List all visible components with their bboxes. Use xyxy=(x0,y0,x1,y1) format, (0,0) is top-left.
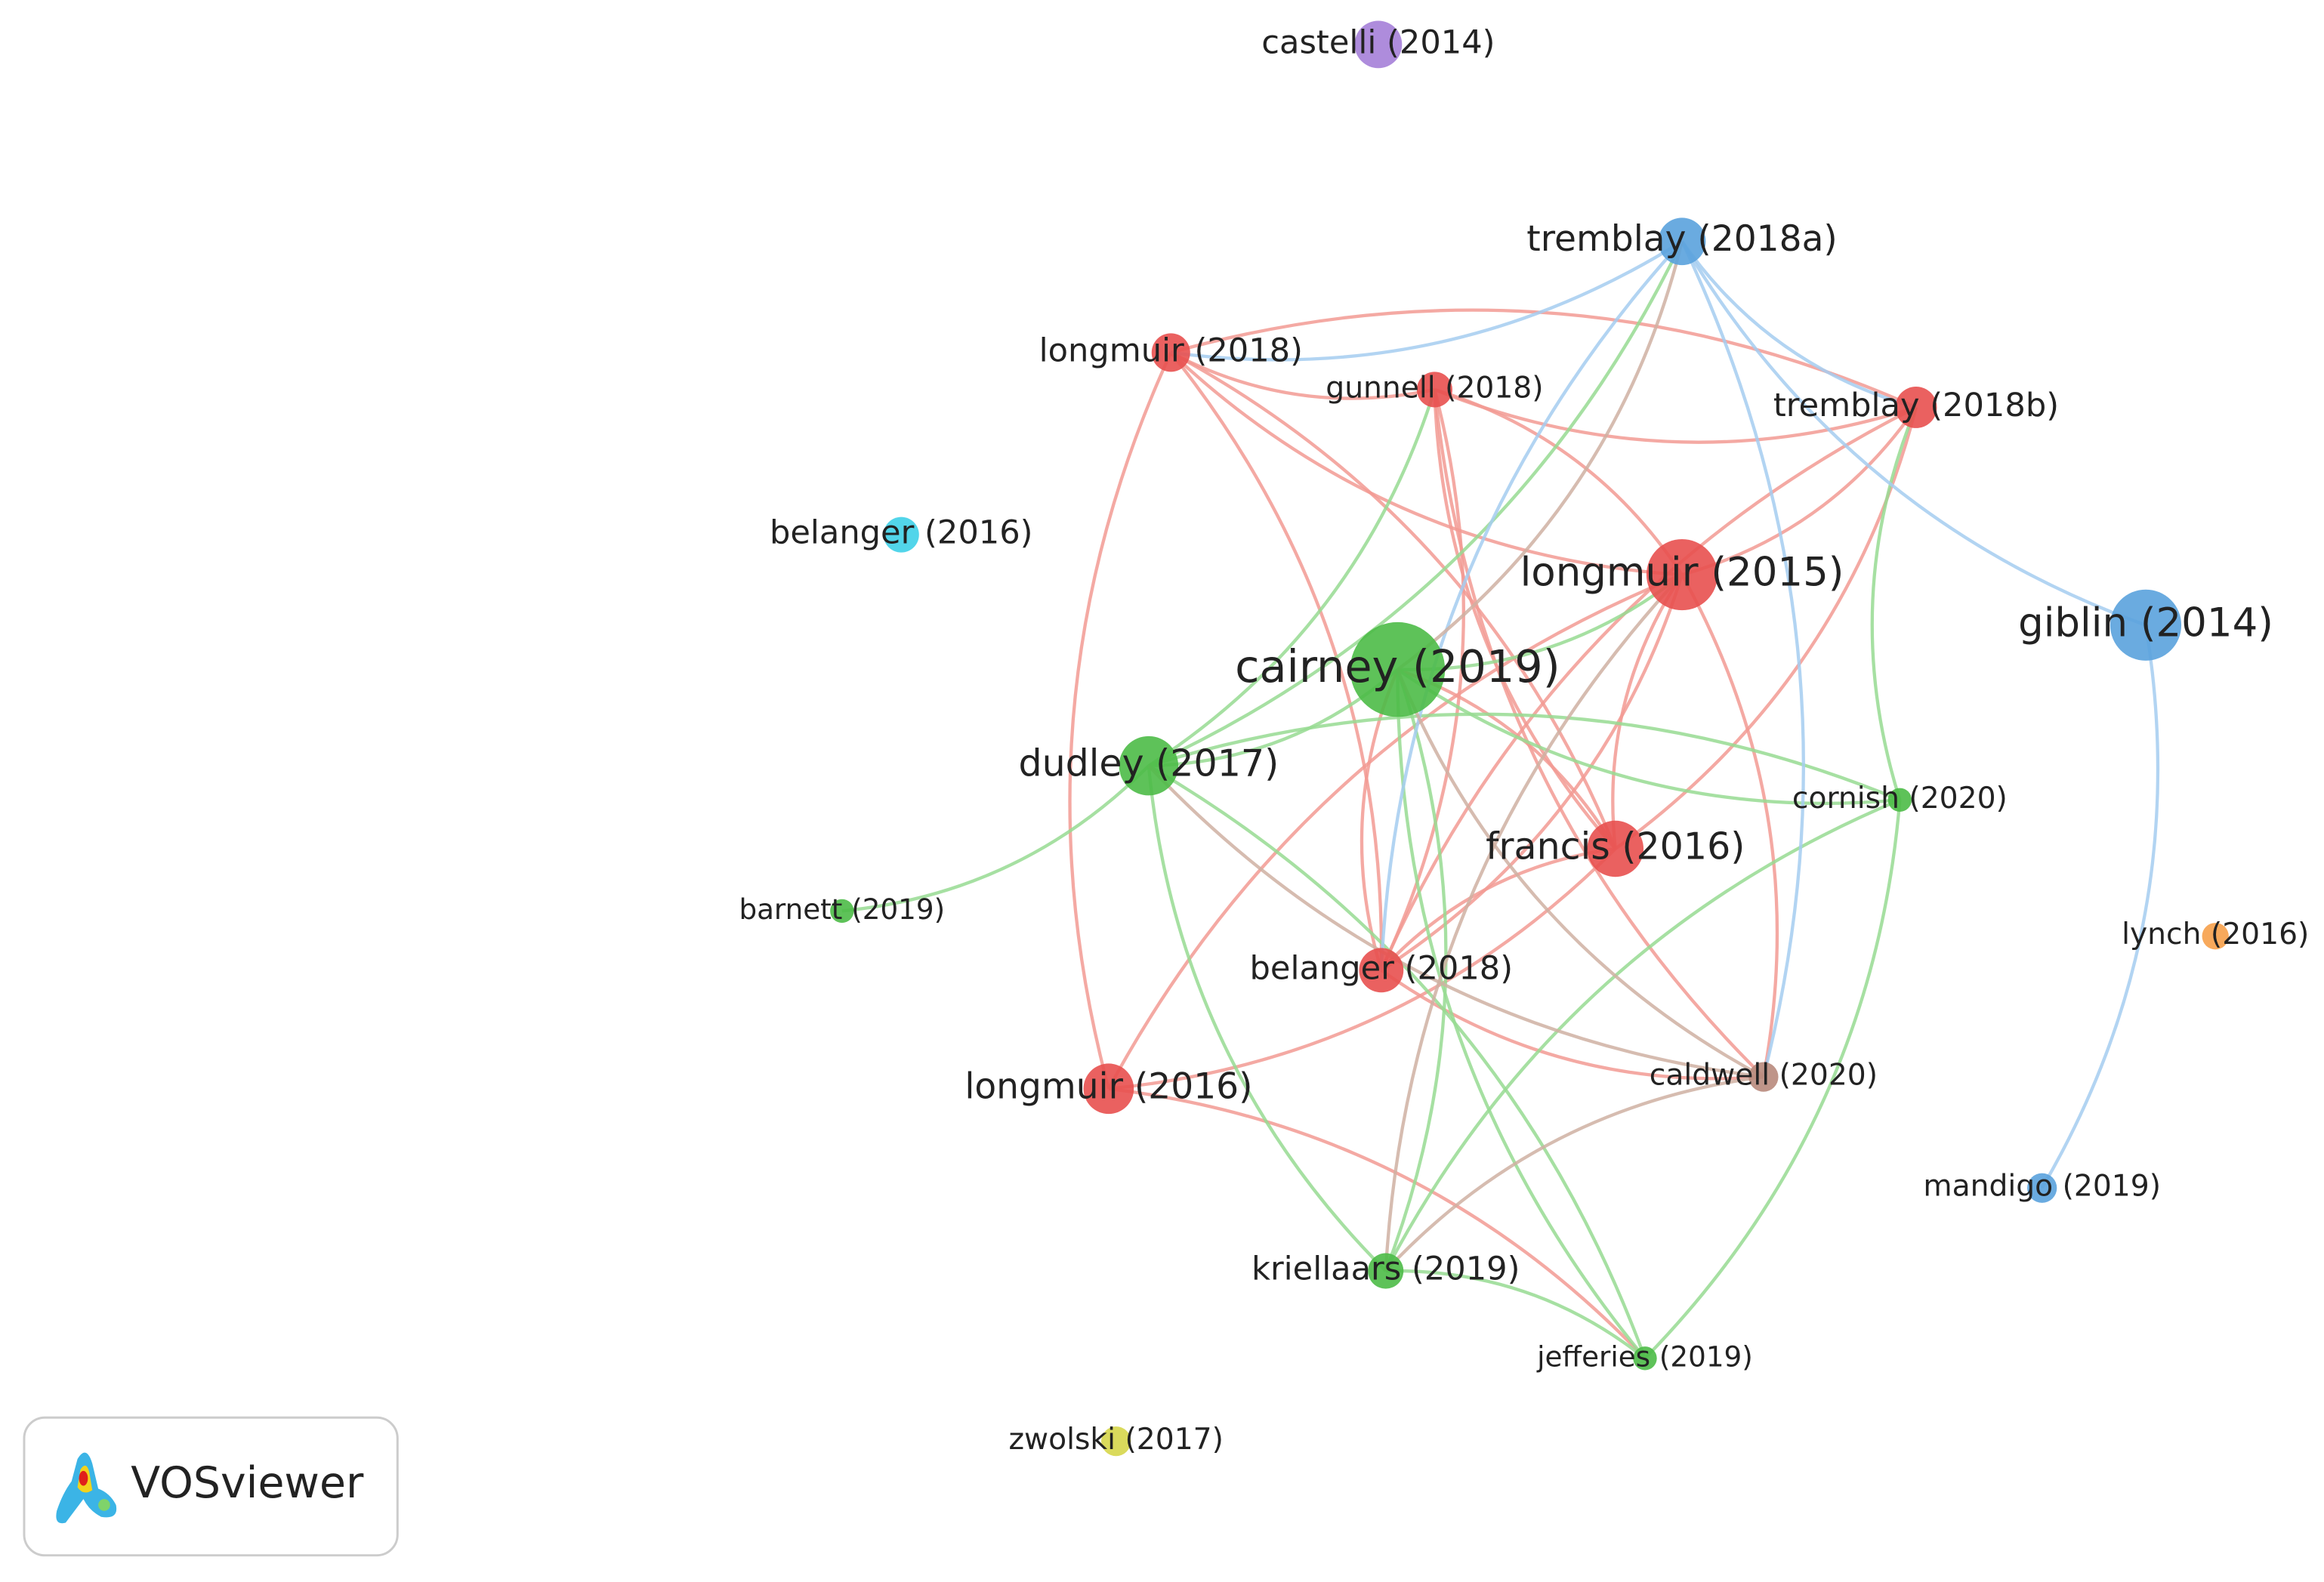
nodes: castelli (2014) tremblay (2018a) longmuir … xyxy=(739,20,2309,1457)
edge xyxy=(1169,351,1384,970)
edge xyxy=(1147,765,1387,1272)
node xyxy=(830,899,854,924)
edge xyxy=(1147,389,1437,767)
edge xyxy=(1068,351,1173,1090)
node-label: longmuir (2018) xyxy=(1039,332,1303,369)
node-label: barnett (2019) xyxy=(739,893,945,926)
node-label: castelli (2014) xyxy=(1261,23,1495,61)
edge xyxy=(1870,406,1918,800)
edge xyxy=(1643,800,1902,1360)
node-label: belanger (2016) xyxy=(770,514,1033,552)
edge xyxy=(1108,847,1617,1090)
edge xyxy=(1147,240,1684,768)
edge xyxy=(1681,406,1918,577)
edge xyxy=(1681,240,1805,1078)
node-label: belanger (2018) xyxy=(1250,949,1514,987)
node xyxy=(1895,386,1937,428)
edge xyxy=(1681,240,2147,627)
node xyxy=(2110,589,2182,661)
edge xyxy=(1148,712,1901,802)
node-label: cairney (2019) xyxy=(1235,640,1560,692)
edge xyxy=(1384,798,1901,1272)
edge xyxy=(1433,389,1765,1078)
node xyxy=(2202,923,2229,950)
edge xyxy=(1384,573,1684,1272)
logo-frame xyxy=(23,1416,399,1557)
edge xyxy=(1380,847,1616,972)
node xyxy=(1748,1062,1779,1092)
edge xyxy=(1170,350,1435,400)
edge xyxy=(1170,308,1917,409)
node xyxy=(1587,820,1644,877)
edge xyxy=(1384,668,1448,1272)
node-label: mandigo (2019) xyxy=(1923,1170,2161,1204)
node xyxy=(2027,1173,2057,1203)
edge xyxy=(1396,668,1764,1078)
edge xyxy=(1385,1269,1647,1360)
edge xyxy=(1106,573,1683,1090)
node-label: kriellaars (2019) xyxy=(1252,1250,1520,1288)
node xyxy=(1359,948,1404,993)
node xyxy=(1887,788,1912,812)
edge xyxy=(1397,241,1684,671)
node xyxy=(1658,217,1706,266)
node xyxy=(1119,735,1179,796)
node xyxy=(1083,1063,1134,1115)
node-label: francis (2016) xyxy=(1486,825,1745,868)
edge xyxy=(1611,573,1684,850)
edge xyxy=(1147,764,1647,1359)
node-label: gunnell (2018) xyxy=(1326,371,1543,405)
edge xyxy=(1380,574,1684,972)
edge xyxy=(1384,1075,1764,1272)
logo-icon xyxy=(56,1452,117,1524)
edge xyxy=(1379,406,1917,971)
node xyxy=(1354,20,1403,69)
edge xyxy=(1170,350,1617,850)
node-label: tremblay (2018b) xyxy=(1773,387,2059,424)
node-label: zwolski (2017) xyxy=(1008,1423,1223,1457)
node xyxy=(1151,333,1190,372)
node-label: cornish (2020) xyxy=(1792,782,2008,816)
node-label: jefferies (2019) xyxy=(1536,1340,1753,1373)
logo-text: VOSviewer xyxy=(131,1458,364,1508)
edge xyxy=(1170,239,1684,362)
node xyxy=(1646,539,1718,611)
edges xyxy=(841,239,2160,1360)
edge xyxy=(841,764,1150,913)
node-label: giblin (2014) xyxy=(2018,600,2273,646)
node-label: dudley (2017) xyxy=(1018,742,1279,785)
node xyxy=(1350,621,1446,717)
edge xyxy=(1169,351,1683,577)
edge xyxy=(1434,387,1684,576)
node-label: caldwell (2020) xyxy=(1650,1059,1878,1093)
node-label: tremblay (2018a) xyxy=(1526,218,1838,260)
edge xyxy=(1681,240,1917,409)
edge xyxy=(1397,668,1900,806)
node xyxy=(1416,372,1452,408)
node-label: lynch (2016) xyxy=(2122,917,2309,951)
edge xyxy=(1380,969,1764,1081)
edge xyxy=(1433,389,1617,850)
node-label: longmuir (2015) xyxy=(1520,550,1844,596)
edge xyxy=(1108,1087,1647,1360)
node-label: longmuir (2016) xyxy=(964,1065,1252,1107)
edge xyxy=(1681,574,1779,1078)
edge xyxy=(2040,624,2160,1189)
logo-box: VOSviewer xyxy=(23,1416,399,1557)
node xyxy=(1368,1253,1404,1289)
edge xyxy=(1434,387,1917,444)
node xyxy=(883,517,919,553)
edge xyxy=(1379,389,1465,971)
edge xyxy=(1379,240,1684,970)
node xyxy=(1633,1346,1657,1371)
node xyxy=(1101,1426,1131,1457)
edge xyxy=(1147,764,1764,1079)
